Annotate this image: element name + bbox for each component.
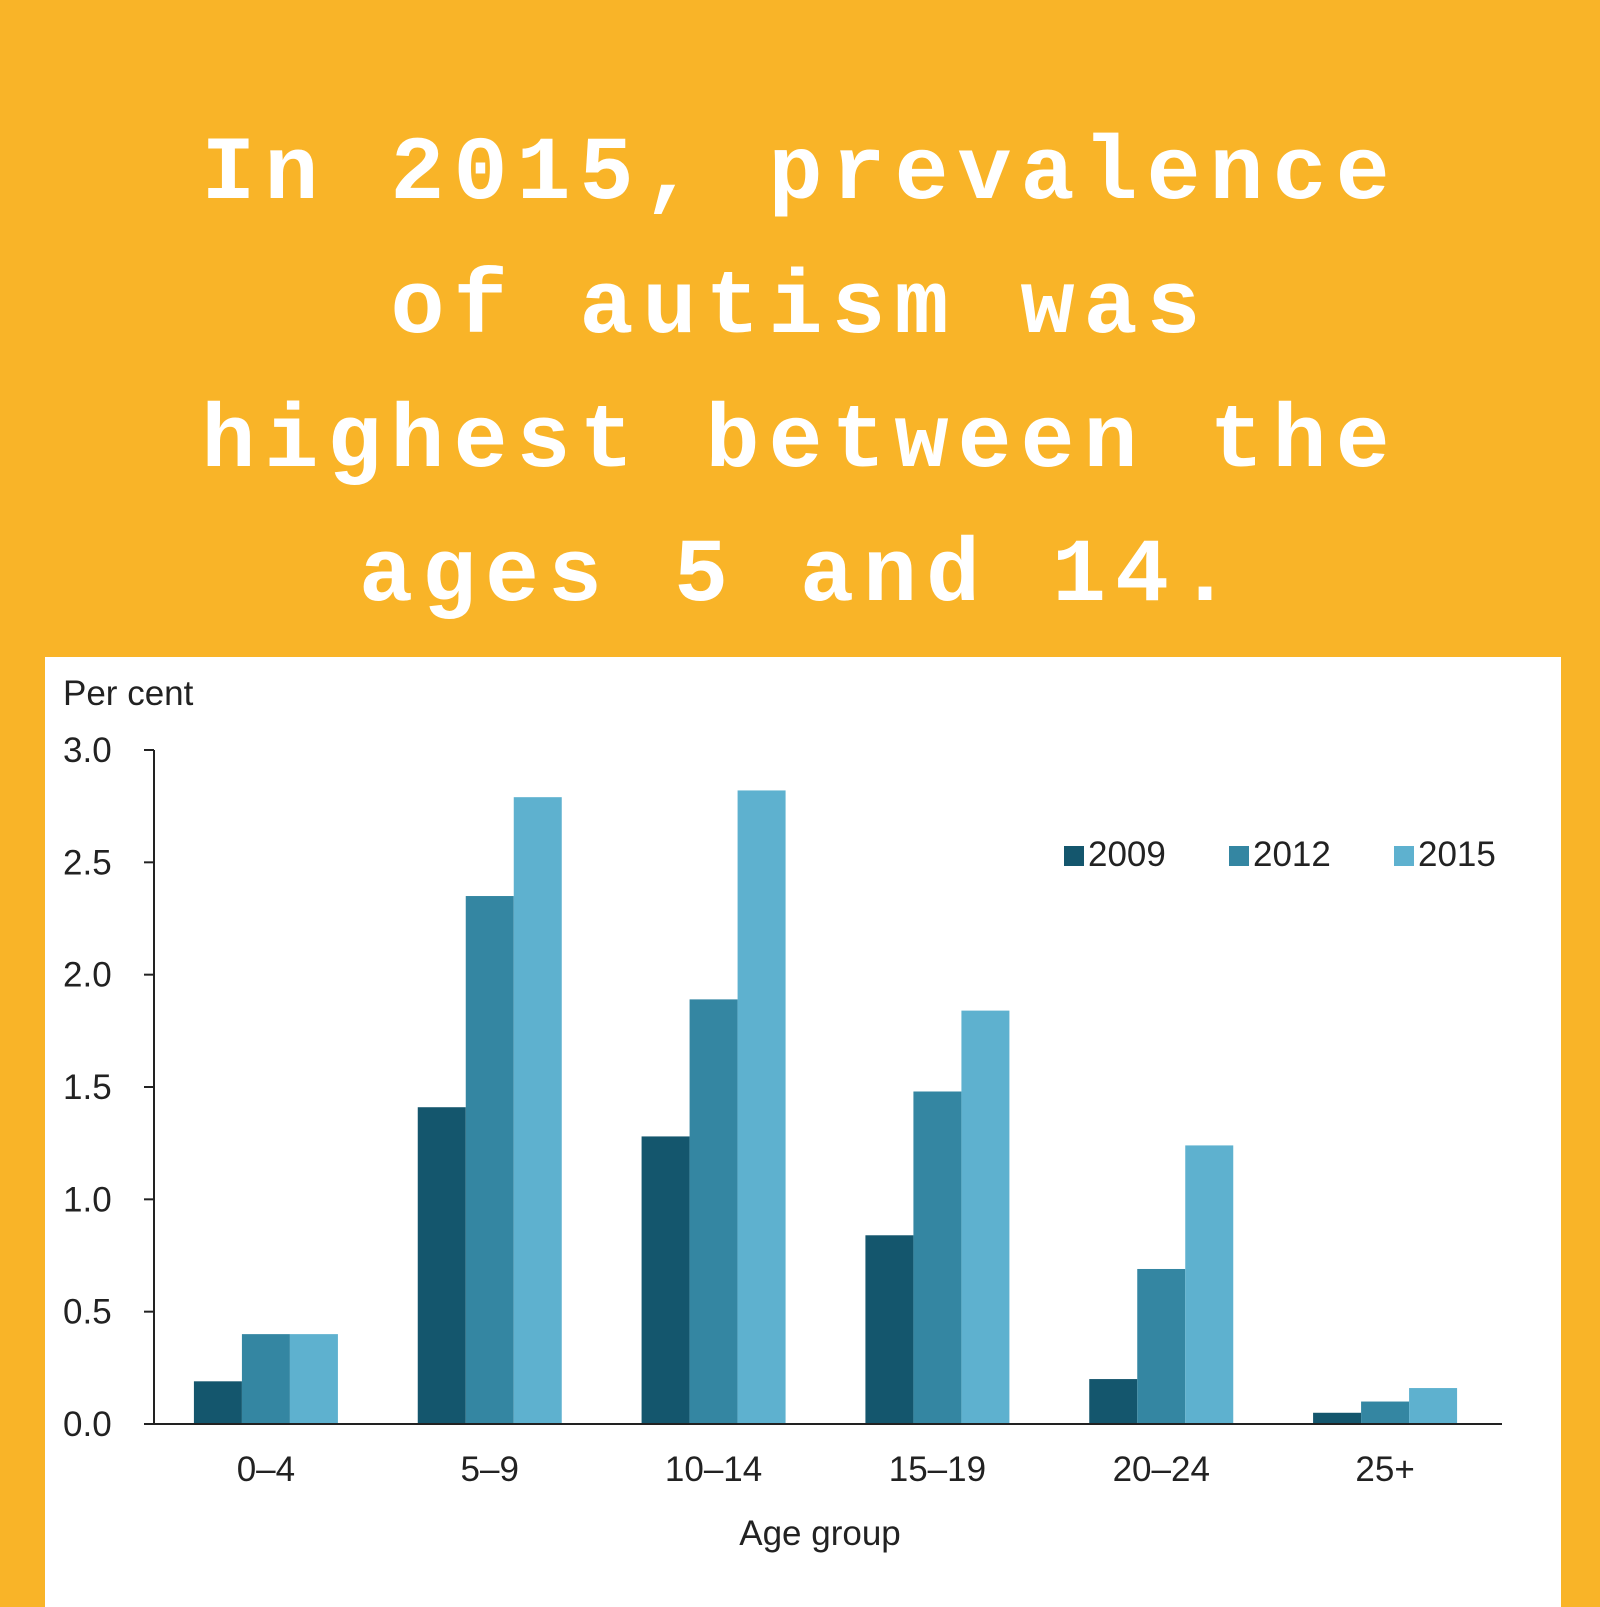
x-tick-label: 20–24 <box>1113 1450 1210 1489</box>
headline-line-2: of autism was <box>390 258 1210 360</box>
bar-2009-1 <box>417 1107 466 1424</box>
bar-chart: Per cent Age group 0–4 5–9 10–14 15–19 20–24… <box>63 674 1502 1553</box>
bar-2009-4 <box>1089 1379 1138 1424</box>
bar-2009-2 <box>641 1136 690 1424</box>
bar-2012-4 <box>1137 1268 1186 1424</box>
legend-swatch-2012 <box>1229 846 1249 866</box>
bar-2009-3 <box>865 1235 914 1424</box>
bar-2015-1 <box>513 797 562 1424</box>
x-tick-label: 15–19 <box>889 1450 986 1489</box>
y-tick-label: 1.0 <box>63 1180 112 1219</box>
y-tick-label: 0.5 <box>63 1293 112 1332</box>
bars-group <box>193 790 1458 1424</box>
bar-2015-2 <box>737 790 786 1424</box>
x-tick-label: 5–9 <box>461 1450 519 1489</box>
y-tick-label: 0.0 <box>63 1405 112 1444</box>
headline-line-1: In 2015, prevalence <box>201 124 1399 226</box>
x-tick-label: 25+ <box>1355 1450 1414 1489</box>
legend-label-2009: 2009 <box>1088 835 1166 874</box>
bar-2015-0 <box>289 1334 338 1424</box>
bar-2012-3 <box>913 1091 962 1424</box>
legend-swatch-2009 <box>1064 846 1084 866</box>
bar-2012-0 <box>241 1334 290 1424</box>
x-tick-label: 10–14 <box>665 1450 762 1489</box>
bar-2015-5 <box>1409 1388 1458 1424</box>
bar-2015-3 <box>961 1010 1010 1424</box>
legend-label-2015: 2015 <box>1418 835 1496 874</box>
bar-2009-5 <box>1313 1412 1362 1424</box>
bar-2009-0 <box>193 1381 242 1424</box>
bar-2015-4 <box>1185 1145 1234 1424</box>
chart-card: Per cent Age group 0–4 5–9 10–14 15–19 20–24… <box>45 657 1561 1607</box>
headline-line-3: highest between the <box>201 392 1399 494</box>
legend: 2009 2012 2015 <box>1064 835 1496 874</box>
y-tick-label: 3.0 <box>63 731 112 770</box>
y-tick-label: 2.0 <box>63 956 112 995</box>
y-tick-label: 2.5 <box>63 843 112 882</box>
bar-2012-5 <box>1361 1401 1410 1424</box>
bar-2012-2 <box>689 999 738 1424</box>
legend-swatch-2015 <box>1394 846 1414 866</box>
headline-line-4: ages 5 and 14. <box>358 526 1242 628</box>
axes-group: 0–4 5–9 10–14 15–19 20–24 25+ 0.0 0.5 1.0 1.5 2.0 2… <box>63 731 1502 1489</box>
x-tick-label: 0–4 <box>237 1450 295 1489</box>
legend-label-2012: 2012 <box>1253 835 1331 874</box>
x-axis-label: Age group <box>739 1514 901 1553</box>
bar-2012-1 <box>465 896 514 1424</box>
y-tick-label: 1.5 <box>63 1068 112 1107</box>
headline: In 2015, prevalence of autism was highes… <box>0 108 1600 644</box>
y-axis-label: Per cent <box>63 674 194 713</box>
